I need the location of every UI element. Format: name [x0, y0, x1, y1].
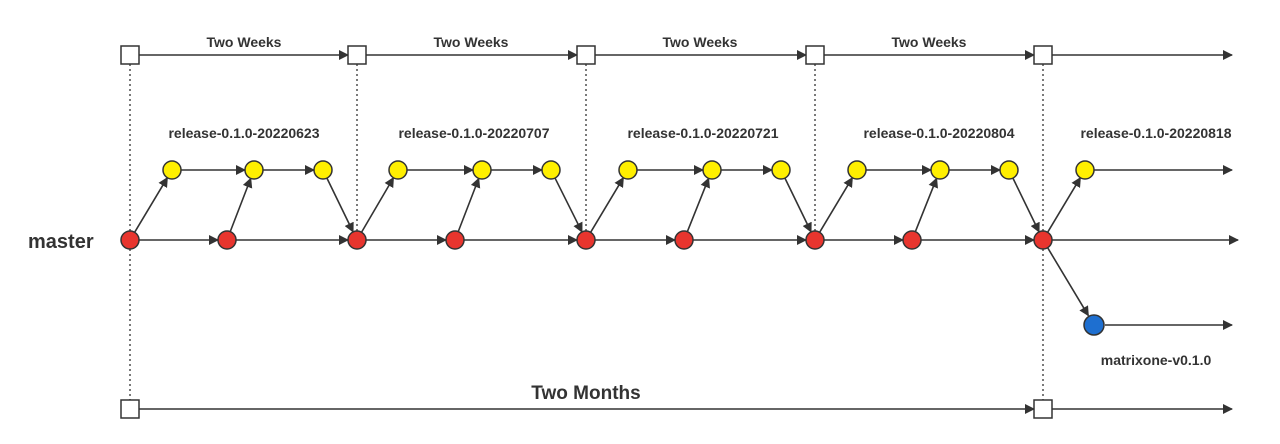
master-branch-label: master: [28, 231, 94, 253]
period-end-box: [1033, 399, 1053, 419]
release-2-commit-3: [541, 160, 561, 180]
master-commit-8: [902, 230, 922, 250]
release-label-1: release-0.1.0-20220623: [168, 125, 319, 141]
release-2-branch-arrow: [360, 176, 395, 233]
master-commit-3: [347, 230, 367, 250]
tag-branch-arrow: [1046, 247, 1090, 317]
release-3-commit-1: [618, 160, 638, 180]
release-1-commit-1: [162, 160, 182, 180]
release-4-branch-arrow: [818, 176, 854, 233]
release-3-branch-arrow: [589, 176, 625, 233]
milestone-box-1: [120, 45, 140, 65]
tag-label: matrixone-v0.1.0: [1101, 352, 1212, 368]
release-2-merge-arrow: [554, 177, 583, 233]
release-4-commit-2: [930, 160, 950, 180]
period-label: Two Months: [531, 383, 640, 404]
branch-lines: [133, 50, 1239, 414]
commit-nodes: [120, 45, 1105, 419]
master-commit-2: [217, 230, 237, 250]
tag-commit: [1083, 314, 1105, 336]
release-1-cherry-pick-arrow: [229, 177, 253, 232]
interval-label-1: Two Weeks: [207, 34, 282, 50]
master-commit-1: [120, 230, 140, 250]
release-4-cherry-pick-arrow: [914, 177, 938, 232]
master-commit-7: [805, 230, 825, 250]
release-3-commit-3: [771, 160, 791, 180]
release-label-3: release-0.1.0-20220721: [627, 125, 778, 141]
release-4-merge-arrow: [1012, 177, 1040, 233]
release-4-commit-3: [999, 160, 1019, 180]
master-commit-6: [674, 230, 694, 250]
master-commit-9: [1033, 230, 1053, 250]
interval-label-3: Two Weeks: [663, 34, 738, 50]
release-1-commit-3: [313, 160, 333, 180]
milestone-box-5: [1033, 45, 1053, 65]
release-3-cherry-pick-arrow: [686, 177, 710, 232]
release-5-commit-1: [1075, 160, 1095, 180]
master-commit-5: [576, 230, 596, 250]
release-1-branch-arrow: [133, 176, 169, 233]
release-label-5: release-0.1.0-20220818: [1080, 125, 1231, 141]
release-label-4: release-0.1.0-20220804: [863, 125, 1014, 141]
release-1-commit-2: [244, 160, 264, 180]
release-5-branch-arrow: [1046, 176, 1082, 233]
milestone-box-2: [347, 45, 367, 65]
release-2-commit-1: [388, 160, 408, 180]
release-3-merge-arrow: [784, 177, 812, 233]
release-4-commit-1: [847, 160, 867, 180]
release-2-commit-2: [472, 160, 492, 180]
milestone-box-3: [576, 45, 596, 65]
milestone-box-4: [805, 45, 825, 65]
release-1-merge-arrow: [326, 177, 354, 233]
interval-label-4: Two Weeks: [892, 34, 967, 50]
release-label-2: release-0.1.0-20220707: [398, 125, 549, 141]
release-3-commit-2: [702, 160, 722, 180]
interval-label-2: Two Weeks: [434, 34, 509, 50]
milestone-connectors: [129, 64, 1044, 400]
release-2-cherry-pick-arrow: [457, 177, 481, 232]
period-start-box: [120, 399, 140, 419]
master-commit-4: [445, 230, 465, 250]
